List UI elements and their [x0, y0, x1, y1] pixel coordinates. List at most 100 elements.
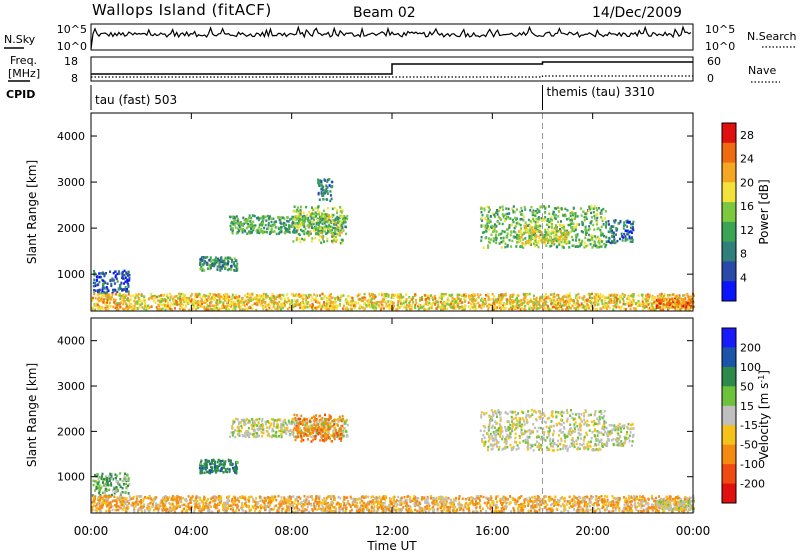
power-cell: [329, 199, 332, 203]
power-cell: [516, 296, 518, 300]
power-cell: [620, 232, 623, 236]
power-cell: [307, 301, 310, 304]
power-cell: [574, 239, 577, 242]
power-cell: [334, 229, 337, 232]
power-cell: [229, 298, 232, 302]
power-cell: [120, 281, 123, 285]
power-cell: [319, 231, 322, 234]
power-cell: [171, 297, 174, 300]
power-cell: [329, 299, 332, 303]
power-cell: [246, 295, 249, 299]
power-cell: [614, 304, 617, 307]
power-cell: [299, 303, 302, 306]
power-cell: [187, 301, 190, 304]
power-cell: [520, 245, 523, 248]
power-cell: [512, 303, 515, 306]
power-cell: [430, 306, 433, 310]
power-cell: [323, 225, 326, 228]
velocity-cell: [122, 483, 125, 486]
power-cell: [124, 288, 127, 291]
power-cell: [232, 228, 234, 232]
power-cell: [535, 241, 538, 245]
power-cell: [644, 302, 647, 305]
power-cell: [249, 225, 252, 228]
power-cell: [461, 301, 464, 304]
power-cell: [488, 241, 491, 244]
power-cell: [264, 230, 267, 234]
power-cell: [238, 297, 241, 301]
velocity-cell: [334, 426, 337, 429]
power-cell: [323, 294, 326, 298]
power-cell: [272, 295, 275, 298]
power-cell: [428, 294, 430, 298]
power-cell: [317, 213, 320, 216]
power-cell: [643, 306, 646, 309]
power-cell: [517, 230, 520, 233]
power-cell: [499, 299, 502, 302]
power-cell: [509, 301, 511, 304]
power-cell: [487, 246, 490, 249]
power-cell: [246, 292, 249, 296]
power-cell: [527, 240, 530, 243]
power-cell: [515, 236, 518, 239]
power-cell: [512, 230, 515, 233]
power-cell: [632, 295, 635, 298]
power-cell: [248, 230, 251, 233]
velocity-cell: [127, 479, 130, 482]
power-cell: [328, 220, 331, 224]
power-cell: [500, 246, 503, 249]
power-cell: [306, 214, 309, 217]
power-cell: [241, 223, 244, 226]
power-cell: [389, 300, 392, 303]
velocity-cell: [273, 424, 275, 428]
velocity-cell: [114, 473, 117, 476]
power-cell: [426, 300, 429, 304]
velocity-cell: [234, 462, 237, 466]
velocity-cell: [336, 435, 339, 439]
power-cell: [499, 307, 502, 311]
power-cell: [534, 214, 537, 217]
power-cell: [183, 308, 186, 311]
power-cell: [498, 242, 501, 245]
power-cell: [193, 303, 196, 307]
power-cell: [380, 306, 383, 310]
nave-right-bottom-tick: 0: [707, 72, 714, 85]
velocity-cell: [262, 424, 265, 427]
power-cell: [398, 293, 401, 296]
power-cell: [567, 296, 570, 300]
power-cell: [143, 307, 146, 310]
power-cell: [392, 296, 395, 299]
power-cell: [325, 198, 328, 201]
power-cell: [283, 231, 286, 234]
power-cell: [506, 302, 509, 306]
power-cell: [300, 228, 302, 232]
power-cell: [262, 308, 265, 311]
power-cell: [560, 208, 563, 211]
power-cell: [314, 237, 317, 240]
power-cell: [609, 294, 612, 297]
power-cell: [683, 299, 686, 302]
power-cell: [311, 212, 314, 215]
velocity-cell: [235, 465, 238, 468]
power-cell: [629, 302, 632, 306]
velocity-cell: [319, 432, 322, 436]
power-cell: [124, 276, 127, 280]
power-cell: [464, 307, 466, 311]
power-cell: [439, 308, 442, 312]
power-cell: [258, 223, 261, 227]
power-cell: [550, 226, 553, 229]
power-cell: [341, 226, 344, 230]
power-cell: [281, 222, 284, 226]
power-cell: [480, 306, 483, 310]
power-cell: [128, 279, 131, 282]
velocity-cell: [261, 418, 264, 421]
power-cell: [140, 294, 143, 297]
velocity-cell: [314, 427, 317, 430]
velocity-cell: [333, 423, 336, 426]
velocity-cell: [216, 466, 219, 470]
power-cell: [205, 308, 208, 311]
power-cell: [674, 300, 677, 304]
power-cell: [529, 297, 532, 301]
power-cell: [331, 215, 334, 219]
power-cell: [337, 298, 340, 301]
